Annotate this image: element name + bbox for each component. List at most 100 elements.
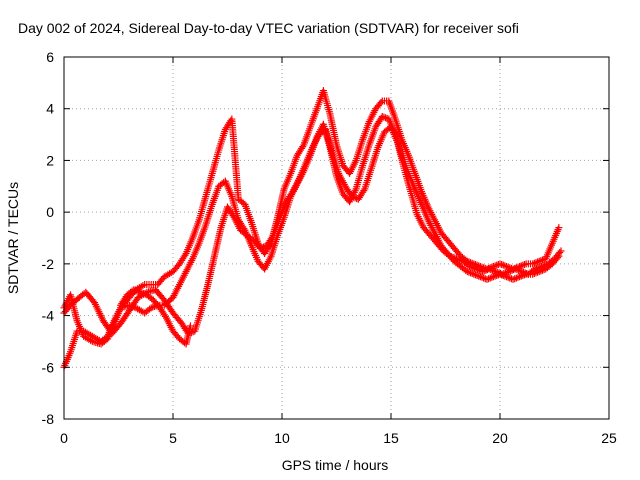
data-point <box>496 260 504 268</box>
data-point <box>480 267 488 275</box>
data-point <box>503 268 511 276</box>
data-point <box>490 267 498 275</box>
data-point <box>299 143 307 151</box>
data-point <box>268 233 276 241</box>
y-tick-label: -2 <box>42 256 55 272</box>
data-point <box>557 247 565 255</box>
data-point <box>513 266 521 274</box>
data-point <box>181 251 189 259</box>
data-point <box>135 288 143 296</box>
data-point <box>533 264 541 272</box>
data-point <box>382 114 390 122</box>
data-point <box>469 264 477 272</box>
tick-labels: 0 5 10 15 20 25 -8 -6 -4 -2 0 2 4 6 <box>42 49 617 446</box>
data-point <box>500 270 508 278</box>
data-point <box>447 253 455 261</box>
data-point <box>454 255 462 263</box>
x-tick-label: 15 <box>383 430 399 446</box>
data-point <box>487 266 495 274</box>
axis-ticks <box>63 56 610 420</box>
grid-lines <box>64 57 609 419</box>
data-point <box>349 193 357 201</box>
data-points <box>60 87 565 371</box>
data-point <box>475 266 483 274</box>
data-point <box>501 269 509 277</box>
data-point <box>472 265 480 273</box>
data-point <box>377 99 385 107</box>
data-point <box>495 269 503 277</box>
data-point <box>378 112 386 120</box>
data-point <box>509 275 517 283</box>
data-point <box>229 212 237 220</box>
data-point <box>480 274 488 282</box>
data-point <box>519 268 527 276</box>
plot-frame <box>63 56 610 420</box>
data-point <box>465 262 473 270</box>
data-point <box>493 268 501 276</box>
data-point <box>449 253 457 261</box>
data-point <box>523 270 531 278</box>
data-point <box>138 289 146 297</box>
data-point <box>511 265 519 273</box>
data-point <box>506 267 514 275</box>
data-point <box>555 224 563 232</box>
data-point <box>556 248 564 256</box>
y-tick-label: -4 <box>42 308 55 324</box>
data-point <box>515 266 523 274</box>
series-3 <box>60 123 565 338</box>
data-point <box>488 266 496 274</box>
data-point <box>136 288 144 296</box>
data-point <box>140 290 148 298</box>
data-point <box>511 275 519 283</box>
data-point <box>536 263 544 271</box>
data-point <box>506 274 514 282</box>
data-point <box>133 287 141 295</box>
y-axis-label: SDTVAR / TECUs <box>5 182 21 294</box>
data-point <box>463 268 471 276</box>
data-point <box>259 243 267 251</box>
data-point <box>446 252 454 260</box>
data-point <box>518 268 526 276</box>
data-point <box>488 273 496 281</box>
data-point <box>499 261 507 269</box>
data-point <box>348 193 356 201</box>
x-tick-label: 25 <box>601 430 617 446</box>
y-tick-label: -6 <box>42 359 55 375</box>
data-point <box>470 264 478 272</box>
data-point <box>486 274 494 282</box>
series-4 <box>117 286 194 348</box>
data-point <box>483 275 491 283</box>
data-point <box>288 189 296 197</box>
data-point <box>131 286 139 294</box>
data-point <box>534 264 542 272</box>
data-point <box>147 304 155 312</box>
data-point <box>498 261 506 269</box>
y-tick-label: 4 <box>46 101 54 117</box>
data-point <box>452 255 460 263</box>
y-tick-label: -8 <box>42 411 55 427</box>
data-point <box>539 262 547 270</box>
data-point <box>514 273 522 281</box>
data-point <box>521 261 529 269</box>
data-point <box>516 267 524 275</box>
data-point <box>505 268 513 276</box>
data-point <box>531 265 539 273</box>
data-point <box>258 244 266 252</box>
x-tick-label: 10 <box>274 430 290 446</box>
data-point <box>492 268 500 276</box>
y-tick-label: 2 <box>46 152 54 168</box>
y-tick-label: 6 <box>46 49 54 65</box>
data-point <box>467 263 475 271</box>
data-point <box>537 262 545 270</box>
data-point <box>493 261 501 269</box>
x-tick-label: 0 <box>60 430 68 446</box>
data-point <box>541 261 549 269</box>
data-point <box>256 244 264 252</box>
data-point <box>485 265 493 273</box>
data-point <box>482 266 490 274</box>
data-point <box>161 312 169 320</box>
data-point <box>479 268 487 276</box>
data-point <box>519 261 527 269</box>
x-tick-label: 20 <box>492 430 508 446</box>
